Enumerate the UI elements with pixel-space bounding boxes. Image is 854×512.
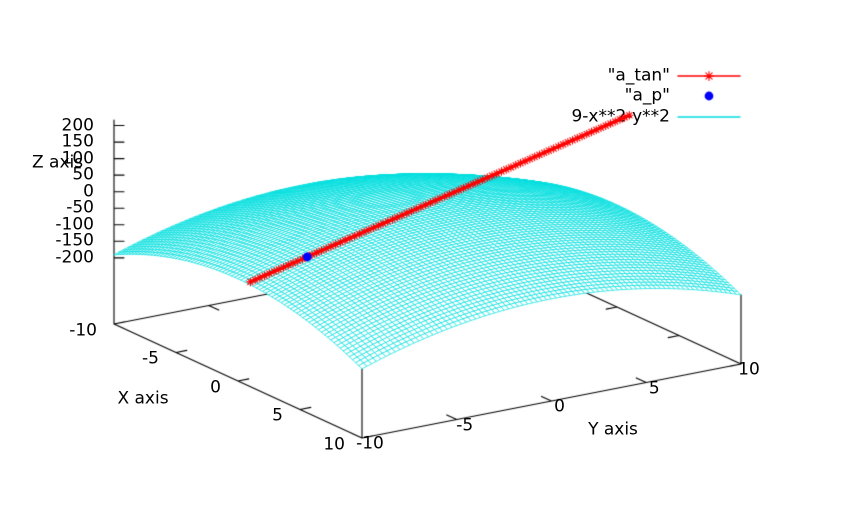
plot-canvas (0, 0, 854, 512)
chart-root: Z axis X axis Y axis "a_tan" "a_p" 9-x**… (0, 0, 854, 512)
